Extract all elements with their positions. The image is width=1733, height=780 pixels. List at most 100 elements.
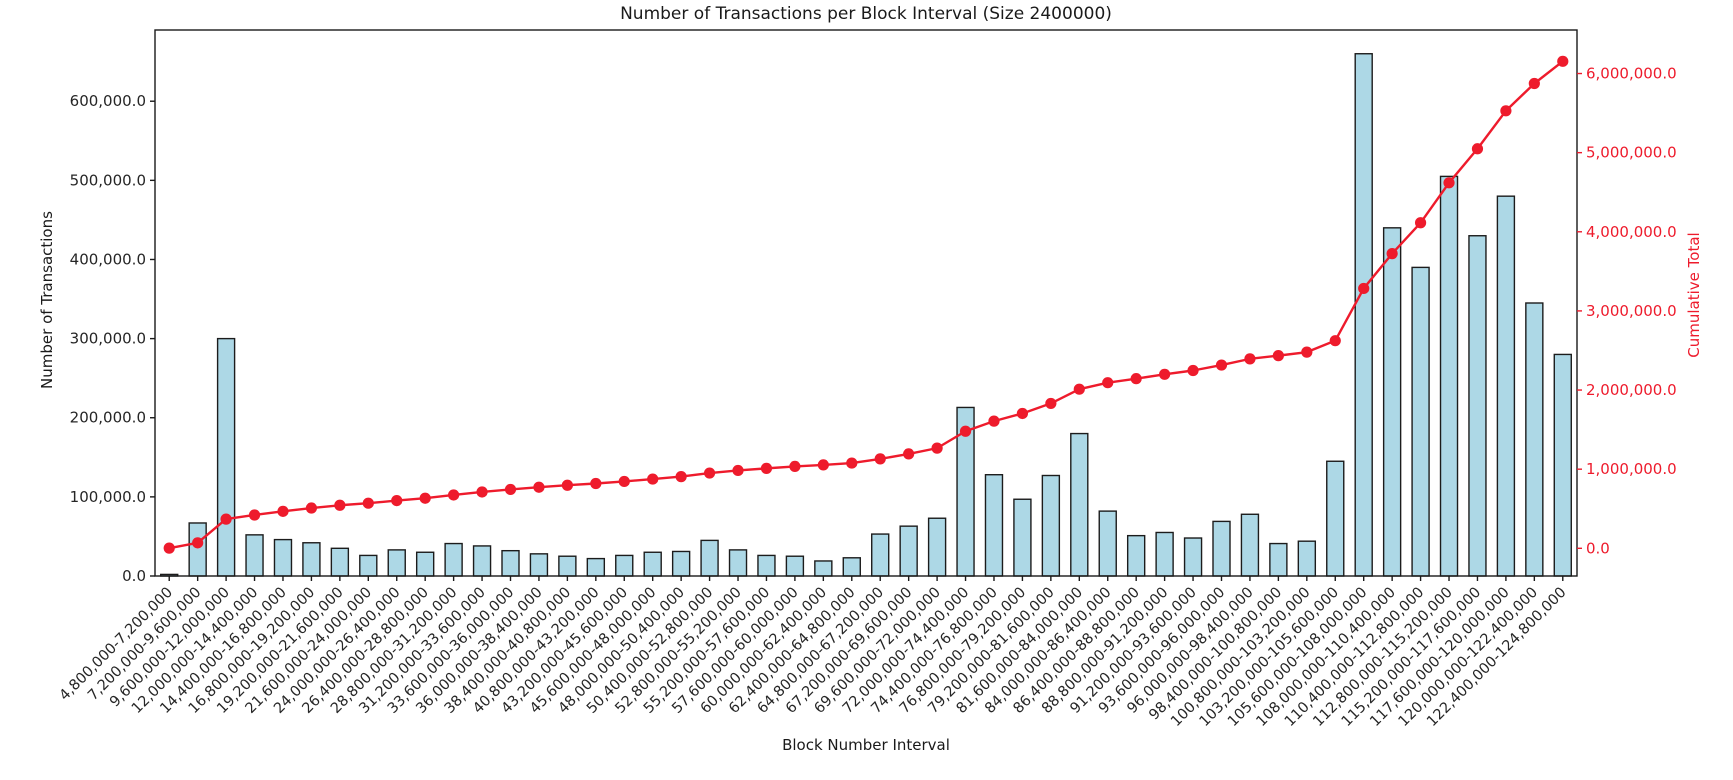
cumulative-marker xyxy=(419,492,431,504)
cumulative-marker xyxy=(903,448,915,460)
cumulative-line xyxy=(169,60,1564,550)
bar xyxy=(444,542,463,577)
cumulative-marker xyxy=(846,457,858,469)
bar xyxy=(1212,520,1231,577)
y-axis-label-left: Number of Transactions xyxy=(38,211,56,389)
bar xyxy=(1269,542,1288,577)
bar xyxy=(984,474,1004,577)
bar xyxy=(1041,474,1061,577)
bar xyxy=(558,555,577,577)
cumulative-marker xyxy=(1471,143,1484,155)
cumulative-marker xyxy=(277,505,289,517)
cumulative-marker xyxy=(192,537,204,549)
y-tick-label-left: 400,000.0 xyxy=(70,250,146,268)
cumulative-marker xyxy=(248,509,261,521)
cumulative-marker xyxy=(448,489,460,501)
y-tick-label-left: 300,000.0 xyxy=(70,330,146,348)
cumulative-marker xyxy=(1215,359,1228,371)
y-tick-label-left: 100,000.0 xyxy=(70,488,146,506)
bar xyxy=(671,550,691,577)
cumulative-marker xyxy=(561,479,573,491)
y-tick-label-left: 200,000.0 xyxy=(70,409,146,427)
bar xyxy=(1354,53,1373,577)
y-axis-label-right: Cumulative Total xyxy=(1685,232,1703,358)
bar xyxy=(1553,353,1572,577)
bar xyxy=(529,553,549,577)
y-tick-label-right: 1,000,000.0 xyxy=(1586,460,1677,478)
cumulative-marker xyxy=(1045,397,1057,410)
bar xyxy=(1183,537,1203,577)
y-tick-label-left: 0.0 xyxy=(122,567,146,585)
cumulative-marker xyxy=(675,471,687,483)
y-tick-label-right: 4,000,000.0 xyxy=(1586,223,1677,241)
y-tick-label-right: 3,000,000.0 xyxy=(1586,302,1677,320)
bar xyxy=(643,551,662,577)
bar xyxy=(1439,175,1459,577)
cumulative-marker xyxy=(504,483,517,496)
cumulative-marker xyxy=(1301,346,1313,358)
bar xyxy=(1496,195,1516,577)
cumulative-marker xyxy=(874,453,886,465)
bar xyxy=(1411,266,1430,577)
bar xyxy=(302,542,321,577)
bar xyxy=(757,554,776,577)
bar xyxy=(245,534,264,577)
bar xyxy=(359,554,378,577)
cumulative-marker xyxy=(1414,217,1427,229)
cumulative-marker xyxy=(703,467,716,479)
cumulative-marker xyxy=(760,462,773,474)
bar xyxy=(1070,432,1089,577)
cumulative-marker xyxy=(305,502,318,514)
bar xyxy=(1297,540,1317,577)
cumulative-marker xyxy=(1557,55,1569,67)
cumulative-marker xyxy=(1386,248,1398,260)
cumulative-marker xyxy=(1443,177,1455,189)
cumulative-marker xyxy=(1244,353,1256,365)
cumulative-marker xyxy=(732,464,744,477)
y-tick-label-left: 500,000.0 xyxy=(70,171,146,189)
cumulative-marker xyxy=(391,494,403,507)
bar xyxy=(501,549,520,577)
y-tick-label-left: 600,000.0 xyxy=(70,92,146,110)
cumulative-marker xyxy=(817,459,829,471)
bar xyxy=(871,533,890,577)
bar xyxy=(586,557,606,577)
cumulative-marker xyxy=(618,475,630,488)
cumulative-marker xyxy=(1358,282,1370,295)
cumulative-marker xyxy=(647,473,659,485)
bar xyxy=(1013,498,1032,577)
cumulative-marker xyxy=(1500,105,1512,117)
bar xyxy=(415,551,435,577)
y-tick-label-right: 2,000,000.0 xyxy=(1586,381,1677,399)
cumulative-marker xyxy=(1159,368,1171,380)
chart-title: Number of Transactions per Block Interva… xyxy=(620,4,1112,24)
bar xyxy=(814,560,833,577)
bar xyxy=(1155,531,1174,577)
cumulative-marker xyxy=(476,486,488,498)
bar xyxy=(472,545,492,577)
bar xyxy=(387,549,406,577)
cumulative-marker xyxy=(533,481,545,493)
cumulative-marker xyxy=(362,497,374,509)
bar xyxy=(330,547,350,577)
bar xyxy=(785,555,805,577)
cumulative-marker xyxy=(1187,364,1199,377)
cumulative-marker xyxy=(1272,350,1284,362)
bar xyxy=(1098,510,1117,577)
cumulative-marker xyxy=(163,542,175,554)
y-tick-label-right: 6,000,000.0 xyxy=(1586,65,1677,83)
bar xyxy=(1382,227,1402,577)
cumulative-marker xyxy=(988,415,1000,427)
y-tick-label-right: 0.0 xyxy=(1586,539,1610,557)
cumulative-marker xyxy=(1528,77,1540,90)
bar xyxy=(273,538,293,577)
bar xyxy=(728,549,748,577)
plot-border xyxy=(154,29,1578,577)
cumulative-marker xyxy=(1130,373,1142,385)
cumulative-marker xyxy=(1016,407,1029,420)
y-tick-label-right: 5,000,000.0 xyxy=(1586,144,1677,162)
bar xyxy=(615,554,634,577)
cumulative-marker xyxy=(590,477,602,490)
